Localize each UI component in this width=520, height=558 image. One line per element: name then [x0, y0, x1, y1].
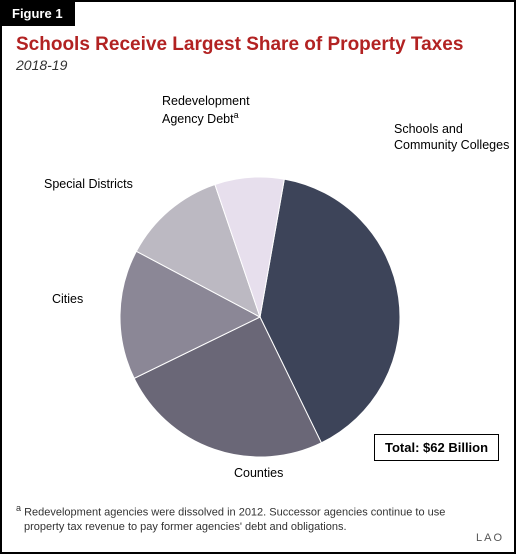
lao-brand: LAO — [476, 532, 504, 544]
pie-chart-area: Schools andCommunity Colleges Counties Cit… — [2, 82, 518, 482]
footnote-marker: a — [16, 503, 21, 513]
pie-slice-label: Cities — [52, 292, 83, 308]
pie-slice-label: Schools andCommunity Colleges — [394, 122, 509, 153]
pie-slice-label: Special Districts — [44, 177, 133, 193]
footnote: a Redevelopment agencies were dissolved … — [16, 503, 454, 534]
footnote-text: Redevelopment agencies were dissolved in… — [24, 506, 445, 532]
total-box: Total: $62 Billion — [374, 434, 499, 461]
chart-subtitle: 2018-19 — [16, 57, 67, 73]
figure-container: Figure 1 Schools Receive Largest Share o… — [0, 0, 516, 554]
chart-title: Schools Receive Largest Share of Propert… — [16, 34, 463, 56]
pie-slice-label: Counties — [234, 466, 283, 482]
pie-slice-label: RedevelopmentAgency Debta — [162, 94, 250, 127]
figure-number-tab: Figure 1 — [2, 2, 75, 26]
